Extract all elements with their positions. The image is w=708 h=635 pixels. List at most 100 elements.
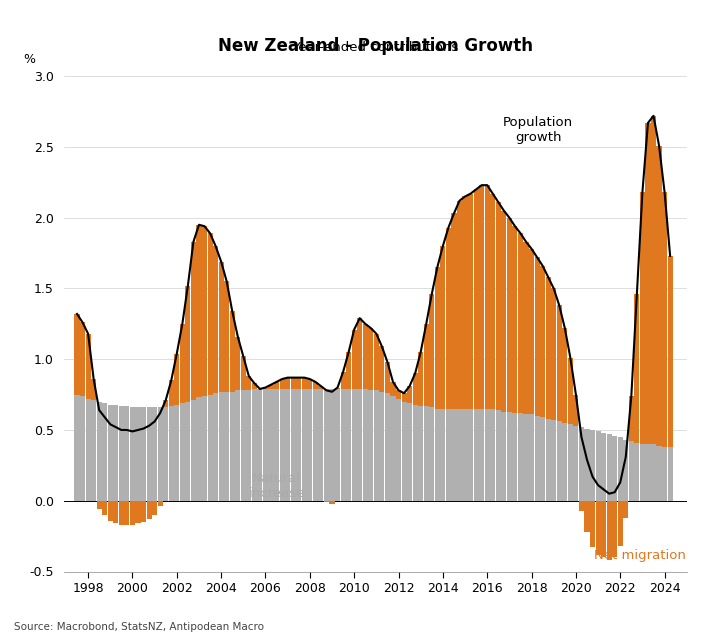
Bar	[556, 305, 562, 422]
Bar	[74, 394, 79, 501]
Bar	[102, 403, 108, 501]
Bar	[252, 384, 257, 389]
Bar	[191, 400, 196, 501]
Bar	[108, 501, 113, 521]
Bar	[324, 389, 329, 501]
Bar	[207, 394, 212, 501]
Bar	[335, 387, 340, 389]
Bar	[174, 354, 179, 404]
Bar	[335, 389, 340, 501]
Bar	[274, 389, 279, 501]
Bar	[623, 440, 628, 501]
Bar	[368, 328, 373, 391]
Bar	[617, 437, 623, 501]
Text: Population
growth: Population growth	[503, 116, 573, 144]
Bar	[196, 225, 202, 398]
Bar	[501, 211, 506, 411]
Bar	[551, 420, 556, 501]
Bar	[307, 389, 312, 501]
Bar	[535, 257, 539, 416]
Bar	[435, 409, 440, 501]
Bar	[158, 501, 163, 506]
Bar	[668, 447, 673, 501]
Bar	[252, 389, 257, 501]
Bar	[579, 501, 584, 511]
Bar	[617, 501, 623, 546]
Bar	[147, 407, 152, 501]
Bar	[562, 328, 567, 423]
Bar	[640, 192, 645, 444]
Bar	[646, 123, 651, 444]
Bar	[196, 398, 202, 501]
Bar	[374, 391, 379, 501]
Bar	[423, 324, 429, 406]
Bar	[601, 433, 606, 501]
Bar	[518, 233, 523, 413]
Bar	[152, 407, 157, 501]
Bar	[296, 378, 302, 389]
Bar	[634, 443, 639, 501]
Bar	[130, 407, 135, 501]
Bar	[341, 389, 346, 501]
Bar	[180, 324, 185, 403]
Bar	[80, 323, 85, 396]
Bar	[407, 386, 412, 403]
Bar	[662, 447, 667, 501]
Bar	[607, 434, 612, 501]
Bar	[102, 501, 108, 515]
Bar	[246, 376, 251, 391]
Bar	[551, 288, 556, 420]
Bar	[629, 441, 634, 501]
Bar	[241, 391, 246, 501]
Bar	[113, 404, 118, 501]
Bar	[91, 400, 96, 501]
Bar	[457, 409, 462, 501]
Bar	[229, 311, 235, 392]
Bar	[263, 387, 268, 389]
Bar	[158, 407, 163, 501]
Bar	[656, 145, 661, 446]
Bar	[307, 379, 312, 389]
Bar	[163, 407, 169, 501]
Bar	[147, 501, 152, 519]
Bar	[108, 404, 113, 501]
Bar	[241, 356, 246, 391]
Bar	[407, 403, 412, 501]
Bar	[468, 194, 473, 409]
Bar	[296, 389, 302, 501]
Bar	[429, 294, 434, 407]
Bar	[74, 314, 79, 394]
Bar	[568, 358, 573, 424]
Bar	[302, 389, 307, 501]
Bar	[418, 352, 423, 406]
Bar	[590, 501, 595, 547]
Bar	[429, 407, 434, 501]
Bar	[485, 185, 490, 409]
Bar	[385, 362, 390, 393]
Text: Natural
increase: Natural increase	[249, 472, 304, 500]
Bar	[401, 402, 406, 501]
Bar	[468, 409, 473, 501]
Bar	[490, 409, 496, 501]
Bar	[163, 400, 169, 407]
Bar	[202, 226, 207, 396]
Bar	[595, 431, 600, 501]
Bar	[346, 352, 351, 389]
Bar	[357, 389, 362, 501]
Bar	[135, 501, 141, 523]
Bar	[169, 406, 173, 501]
Bar	[268, 389, 273, 501]
Bar	[546, 277, 551, 418]
Bar	[529, 415, 534, 501]
Bar	[535, 416, 539, 501]
Bar	[285, 389, 290, 501]
Bar	[141, 407, 146, 501]
Bar	[352, 389, 357, 501]
Bar	[291, 389, 296, 501]
Text: %: %	[23, 53, 35, 66]
Bar	[423, 406, 429, 501]
Bar	[285, 378, 290, 389]
Bar	[235, 337, 240, 391]
Bar	[224, 281, 229, 392]
Bar	[341, 372, 346, 389]
